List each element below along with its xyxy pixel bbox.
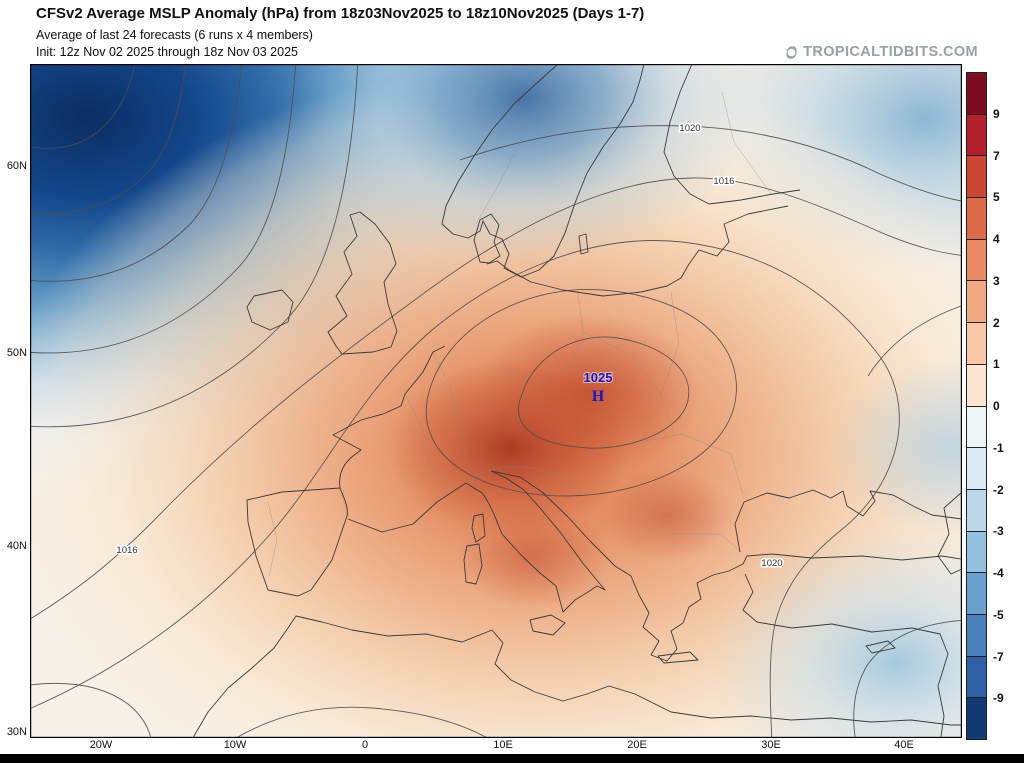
colorbar-tick-label: -7 (993, 649, 1004, 664)
colorbar-segment (967, 73, 986, 114)
colorbar-segment (967, 655, 986, 698)
colorbar-segment (967, 280, 986, 323)
colorbar-segment (967, 697, 986, 739)
map-frame (30, 64, 962, 738)
hurricane-logo-icon (784, 45, 799, 60)
lon-label-10w: 10W (223, 739, 247, 751)
anomaly-shading (30, 64, 962, 738)
colorbar-tick-label: -3 (993, 524, 1004, 539)
colorbar-segment (967, 113, 986, 156)
lon-label-40e: 40E (894, 739, 914, 751)
colorbar-segment (967, 488, 986, 531)
contour-labels: 1020 1016 1016 1020 (115, 122, 784, 571)
page-title: CFSv2 Average MSLP Anomaly (hPa) from 18… (36, 5, 645, 22)
colorbar-tick-label: -5 (993, 607, 1004, 622)
colorbar-segment (967, 447, 986, 489)
colorbar-tick-label: -1 (993, 440, 1004, 455)
colorbar-tick-label: -4 (993, 566, 1004, 580)
lat-label-60n: 60N (6, 160, 27, 172)
colorbar-segment (967, 155, 986, 198)
lat-label-50n: 50N (6, 347, 27, 359)
country-borders (267, 65, 772, 577)
chart-subtitle: Average of last 24 forecasts (6 runs x 4… (36, 28, 313, 42)
colorbar-labels: 9 7 5 4 3 2 1 0 -1 -2 -3 -4 -5 -7 -9 (993, 72, 1023, 740)
colorbar-segment (967, 238, 986, 281)
europe-mslp-anomaly-map: 1020 1016 1016 1020 1025 H (21, 58, 968, 744)
colorbar-segment (967, 405, 986, 448)
colorbar-segment (967, 363, 986, 406)
colorbar-tick-label: -2 (993, 482, 1004, 497)
high-pressure-marker: 1025 H (583, 369, 614, 405)
high-symbol: H (592, 388, 605, 405)
colorbar-tick-label: 7 (993, 148, 1000, 163)
colorbar-tick-label: 2 (993, 315, 1000, 330)
contour-label: 1016 (116, 545, 137, 556)
init-line: Init: 12z Nov 02 2025 through 18z Nov 03… (36, 45, 298, 59)
colorbar-tick-label: 4 (993, 232, 1000, 246)
colorbar-tick-label: 1 (993, 357, 1000, 372)
lat-label-30n: 30N (6, 726, 27, 738)
colorbar-segment (967, 572, 986, 614)
watermark-text: TROPICALTIDBITS.COM (803, 44, 978, 60)
colorbar-tick-label: 5 (993, 190, 1000, 205)
bottom-black-bar (0, 754, 1024, 763)
colorbar-segment (967, 613, 986, 656)
colorbar-segment (967, 322, 986, 364)
longitude-axis: 20W 10W 0 10E 20E 30E 40E (30, 739, 962, 754)
high-value-label: 1025 (584, 370, 613, 385)
coastlines (189, 63, 968, 744)
lat-label-40n: 40N (6, 540, 27, 552)
anomaly-colorbar (966, 72, 987, 740)
colorbar-segment (967, 530, 986, 573)
colorbar-tick-label: 9 (993, 106, 1000, 121)
mslp-contour-lines (21, 58, 968, 744)
colorbar-tick-label: 0 (993, 399, 1000, 413)
map-area: 1020 1016 1016 1020 1025 H (21, 58, 968, 744)
colorbar-tick-label: -9 (993, 691, 1004, 706)
colorbar-tick-label: 3 (993, 273, 1000, 288)
tropicaltidbits-brand: TROPICALTIDBITS.COM (784, 44, 978, 60)
lon-label-10e: 10E (493, 739, 513, 751)
lon-label-30e: 30E (761, 739, 781, 751)
lon-label-0: 0 (361, 739, 369, 751)
lon-label-20e: 20E (627, 739, 647, 751)
contour-label: 1016 (713, 176, 734, 187)
contour-label: 1020 (679, 123, 700, 134)
contour-label: 1020 (761, 558, 782, 569)
lon-label-20w: 20W (89, 739, 113, 751)
colorbar-segment (967, 197, 986, 239)
